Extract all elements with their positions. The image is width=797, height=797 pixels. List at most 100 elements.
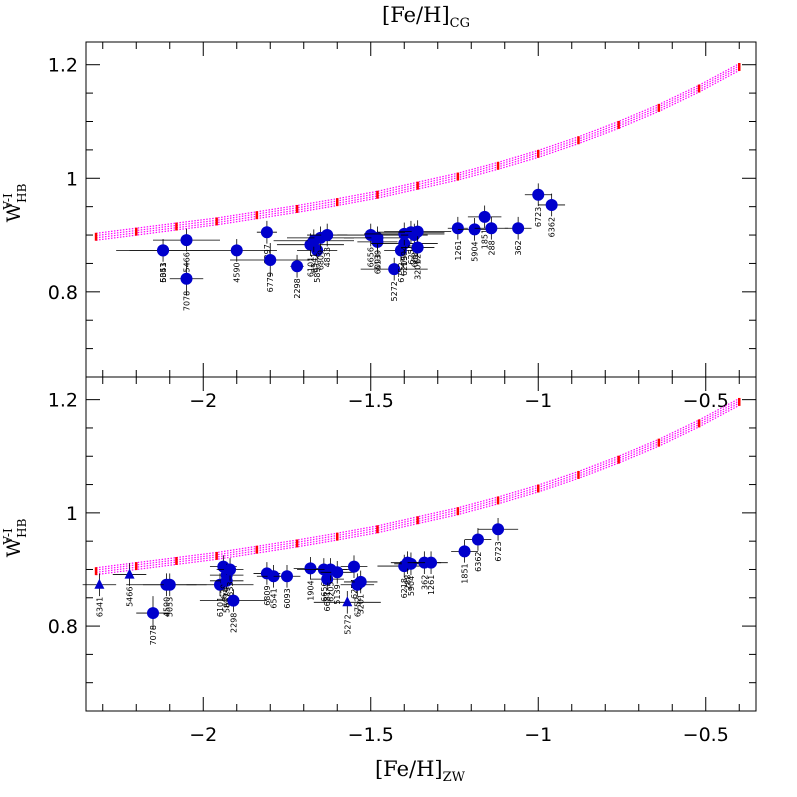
cluster-label: 1904 <box>306 580 315 600</box>
top-model-curve <box>96 65 740 237</box>
bottom-x-axis-title: [Fe/H]ZW <box>375 757 466 785</box>
data-point-circle <box>147 607 159 620</box>
bottom-x-tick-label: −1.5 <box>348 724 394 746</box>
data-point-circle <box>478 210 491 223</box>
cluster-label: 5139 <box>333 584 342 604</box>
data-point-circle <box>260 226 273 239</box>
lower-x-tick-label: −1 <box>524 390 552 412</box>
top-y-tick-label: 0.8 <box>48 282 78 304</box>
cluster-label: 6397 <box>263 244 272 264</box>
bottom-model-curve <box>96 397 740 569</box>
top-y-tick-label: 1.2 <box>48 55 78 77</box>
bottom-ylabel-main: W <box>3 537 25 557</box>
data-point-circle <box>411 241 424 254</box>
cluster-label: 6809 <box>317 250 326 270</box>
data-point-circle <box>532 188 545 201</box>
cluster-label: 5897 <box>313 262 322 282</box>
data-point-circle <box>468 223 481 236</box>
cluster-label: 6362 <box>548 217 557 237</box>
bottom-ylabel-sub: HB <box>15 518 29 537</box>
top-plot-frame <box>85 41 757 378</box>
cluster-label: 5053 <box>166 597 175 617</box>
data-point-circle <box>227 594 240 607</box>
cluster-label: 6093 <box>283 588 292 608</box>
cluster-label: 4590 <box>233 262 242 282</box>
cluster-label: 5466 <box>183 252 192 272</box>
data-point-circle <box>451 222 464 235</box>
bottom-xlabel-main: [Fe/H] <box>375 757 443 781</box>
cluster-label: 6723 <box>494 541 503 561</box>
cluster-label: 6681 <box>410 247 419 267</box>
cluster-label: 288 <box>404 575 413 590</box>
bottom-y-tick-label: 0.8 <box>48 616 78 638</box>
bottom-model-curve <box>96 400 740 571</box>
lower-x-tick-label: −0.5 <box>683 390 729 412</box>
data-point-circle <box>348 560 360 573</box>
top-ylabel-sub: HB <box>15 183 29 202</box>
cluster-label: 6101 <box>306 257 315 277</box>
top-model-curve <box>96 69 740 241</box>
lower-x-tick-label: −1.5 <box>348 390 394 412</box>
top-y-axis-title: WHBV-I <box>1 183 29 222</box>
cluster-label: 5272 <box>343 614 352 634</box>
cluster-label: 2298 <box>229 613 238 633</box>
cluster-label: 5904 <box>471 241 480 261</box>
cluster-label: 4833 <box>226 581 235 601</box>
data-point-circle <box>458 545 471 558</box>
top-ylabel-sup: V-I <box>1 193 15 211</box>
bottom-y-tick-label: 1.2 <box>48 390 78 412</box>
cluster-label: 6397 <box>219 579 228 599</box>
data-point-circle <box>485 222 498 235</box>
cluster-label: 288 <box>487 240 496 255</box>
cluster-label: 6779 <box>223 587 232 607</box>
cluster-label: 6723 <box>534 207 543 227</box>
bottom-x-tick-label: −2 <box>189 724 217 746</box>
cluster-label: 7078 <box>183 291 192 311</box>
bottom-x-tick-label: −0.5 <box>683 724 729 746</box>
data-point-circle <box>304 562 317 575</box>
data-point-circle <box>331 566 344 579</box>
cluster-label: 6541 <box>270 588 279 608</box>
cluster-label: 3201 <box>414 260 423 280</box>
cluster-label: 6101 <box>216 597 225 617</box>
cluster-label: 1261 <box>454 240 463 260</box>
data-point-circle <box>180 272 193 285</box>
cluster-label: 1851 <box>481 229 490 249</box>
bottom-model-curve <box>96 402 740 573</box>
cluster-label: 6218 <box>414 244 423 264</box>
bottom-x-tick-label: −1 <box>524 724 552 746</box>
bottom-y-tick-label: 1 <box>66 503 78 525</box>
cluster-label: 1261 <box>427 575 436 595</box>
cluster-label: 5272 <box>390 281 399 301</box>
bottom-model-curve <box>96 404 740 576</box>
cluster-label: 6681 <box>323 591 332 611</box>
cluster-label: 2298 <box>293 278 302 298</box>
cluster-label: 6218 <box>400 578 409 598</box>
cluster-label: 4833 <box>323 247 332 267</box>
data-point-circle <box>371 231 384 244</box>
cluster-label: 6362 <box>474 551 483 571</box>
data-point-circle <box>388 263 401 276</box>
top-x-axis-title: [Fe/H]CG <box>382 3 470 31</box>
cluster-label: 6541 <box>310 253 319 273</box>
data-point-circle <box>321 229 334 242</box>
top-ylabel-main: W <box>3 202 25 222</box>
top-model-curve <box>96 63 740 234</box>
cluster-label: 362 <box>514 240 523 255</box>
data-point-circle <box>281 570 293 583</box>
cluster-label: 6205 <box>400 256 409 276</box>
data-point-circle <box>471 533 484 546</box>
data-point-circle <box>411 225 424 238</box>
bottom-plot-frame <box>85 376 757 712</box>
cluster-label: 6341 <box>95 597 104 617</box>
data-point-triangle <box>94 578 105 589</box>
cluster-label: 6254 <box>407 244 416 264</box>
cluster-label: 362 <box>420 575 429 590</box>
cluster-label: 4590 <box>162 597 171 617</box>
cluster-label: 6752 <box>353 597 362 617</box>
data-point-circle <box>291 260 304 273</box>
top-y-tick-label: 1 <box>66 168 78 190</box>
